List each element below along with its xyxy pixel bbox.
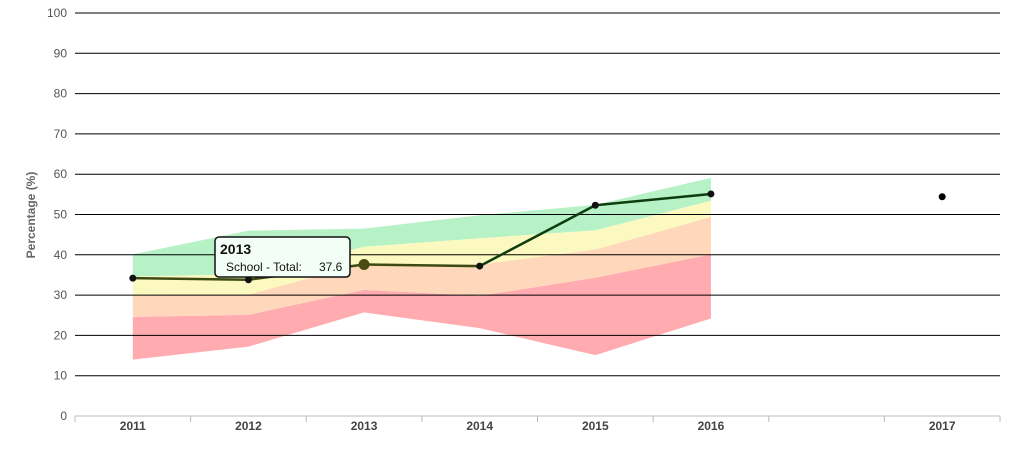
x-tick-label: 2011: [120, 419, 146, 433]
x-tick-label: 2016: [698, 419, 725, 433]
tooltip-box: [214, 236, 351, 278]
tooltip-value: 37.6: [319, 260, 343, 274]
y-tick-label: 10: [54, 369, 68, 383]
band-1: [132, 216, 711, 317]
x-tick-label: 2017: [929, 419, 956, 433]
data-point[interactable]: [129, 274, 137, 282]
y-tick-label: 20: [54, 328, 68, 342]
x-tick-label: 2012: [235, 419, 262, 433]
data-point[interactable]: [244, 276, 252, 284]
data-point[interactable]: [707, 190, 715, 198]
series-points[interactable]: [129, 190, 946, 284]
y-tick-label: 100: [47, 6, 67, 20]
series-segment: [478, 203, 597, 268]
y-tick-label: 60: [54, 167, 68, 181]
x-tick-label: 2015: [582, 419, 609, 433]
y-tick-label: 80: [54, 87, 68, 101]
series-segment: [131, 276, 250, 282]
band-0: [132, 254, 711, 360]
y-tick-label: 90: [54, 46, 68, 60]
series-segment: [594, 192, 713, 207]
data-point[interactable]: [476, 262, 484, 270]
tooltip: 2013 School - Total: 37.6: [214, 236, 351, 278]
y-axis-label: Percentage (%): [24, 172, 38, 259]
x-tick-label: 2014: [466, 419, 493, 433]
y-tick-label: 40: [54, 248, 68, 262]
y-tick-label: 70: [54, 127, 68, 141]
y-tick-label: 50: [54, 208, 68, 222]
data-point[interactable]: [358, 258, 370, 270]
axes: 0 10 20 30 40 50 60 70 80 90 100 2011 2012 2013 2014 20…: [47, 6, 1001, 433]
data-point[interactable]: [591, 201, 599, 209]
gridlines: [75, 12, 1000, 377]
x-tick-label: 2013: [351, 419, 378, 433]
y-tick-label: 0: [60, 409, 67, 423]
data-point[interactable]: [938, 193, 946, 201]
tooltip-title: 2013: [220, 241, 251, 257]
y-tick-label: 30: [54, 288, 68, 302]
tooltip-label: School - Total:: [226, 260, 302, 274]
series-segment: [362, 263, 481, 268]
